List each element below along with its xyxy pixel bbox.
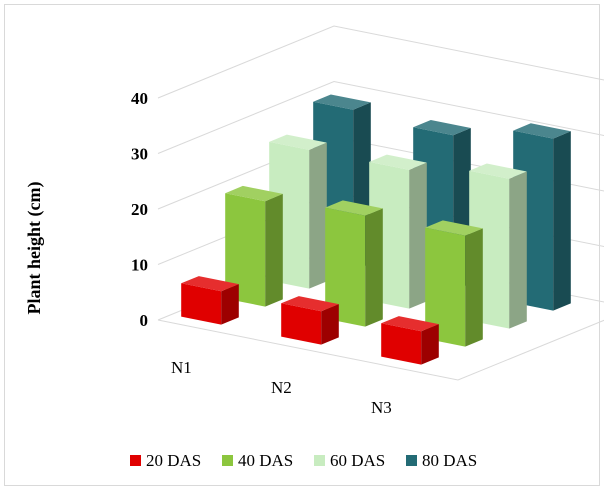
- bar-side-face: [309, 142, 327, 289]
- bar-top-face: [513, 123, 571, 139]
- x-category-label: N2: [271, 378, 292, 397]
- bar-side-face: [465, 228, 483, 347]
- legend-swatch: [314, 455, 325, 466]
- bar-side-face: [509, 171, 527, 329]
- bar-top-face: [281, 296, 339, 312]
- legend-swatch: [222, 455, 233, 466]
- bars: [181, 94, 571, 365]
- bar-top-face: [381, 316, 439, 332]
- y-tick-label: 10: [131, 256, 148, 275]
- bar-side-face: [221, 284, 239, 325]
- bar-top-face: [225, 185, 283, 202]
- legend: 20 DAS 40 DAS 60 DAS 80 DAS: [130, 451, 477, 470]
- y-tick-labels: 0 10 20 30 40: [131, 89, 148, 330]
- bar-front-face: [425, 227, 466, 347]
- bar-top-face: [325, 200, 383, 216]
- bar-front-face: [181, 283, 222, 325]
- gridline: [157, 25, 604, 99]
- bar-top-face: [181, 276, 239, 292]
- bar: [225, 185, 283, 307]
- y-tick-label: 20: [131, 200, 148, 219]
- bar: [425, 220, 483, 347]
- legend-swatch: [130, 455, 141, 466]
- gridline: [157, 80, 604, 154]
- bar-front-face: [381, 323, 422, 365]
- bar-side-face: [321, 304, 339, 345]
- legend-item: 40 DAS: [222, 451, 293, 470]
- bar: [281, 296, 339, 345]
- y-axis-title: Plant height (cm): [24, 182, 45, 315]
- bar-side-face: [365, 208, 383, 327]
- legend-swatch: [406, 455, 417, 466]
- y-tick-label: 30: [131, 145, 148, 164]
- bar-top-face: [313, 94, 371, 110]
- x-category-labels: N1 N2 N3: [171, 358, 392, 417]
- x-category-label: N3: [371, 398, 392, 417]
- bar-front-face: [325, 207, 366, 327]
- bar-front-face: [281, 303, 322, 345]
- bar-side-face: [421, 324, 439, 365]
- bar-top-face: [425, 220, 483, 236]
- bar-top-face: [469, 163, 527, 179]
- legend-label: 20 DAS: [146, 451, 201, 470]
- bar-top-face: [413, 120, 471, 136]
- y-tick-label: 40: [131, 89, 148, 108]
- bar-top-face: [369, 154, 427, 170]
- floor-edge: [157, 319, 604, 381]
- legend-label: 80 DAS: [422, 451, 477, 470]
- bar-side-face: [553, 131, 571, 311]
- legend-item: 60 DAS: [314, 451, 385, 470]
- bar: [325, 200, 383, 327]
- legend-label: 40 DAS: [238, 451, 293, 470]
- legend-item: 80 DAS: [406, 451, 477, 470]
- bar: [181, 276, 239, 325]
- legend-label: 60 DAS: [330, 451, 385, 470]
- y-tick-label: 0: [140, 311, 149, 330]
- bar-front-face: [225, 193, 266, 307]
- bar-top-face: [269, 134, 327, 150]
- x-category-label: N1: [171, 358, 192, 377]
- bar: [381, 316, 439, 365]
- bar-side-face: [265, 193, 283, 307]
- legend-item: 20 DAS: [130, 451, 201, 470]
- bar-side-face: [409, 162, 427, 309]
